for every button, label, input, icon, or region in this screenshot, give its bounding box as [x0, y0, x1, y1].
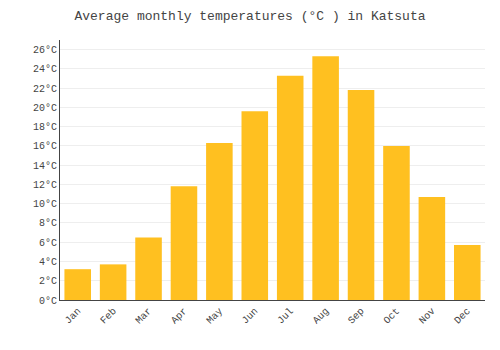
svg-text:24°C: 24°C: [33, 64, 57, 75]
svg-text:4°C: 4°C: [39, 257, 57, 268]
svg-text:Aug: Aug: [311, 306, 332, 327]
svg-text:Apr: Apr: [169, 306, 190, 327]
svg-text:18°C: 18°C: [33, 122, 57, 133]
svg-text:16°C: 16°C: [33, 141, 57, 152]
svg-text:Dec: Dec: [452, 306, 473, 327]
svg-text:0°C: 0°C: [39, 296, 57, 307]
svg-text:May: May: [205, 306, 226, 327]
svg-text:2°C: 2°C: [39, 276, 57, 287]
svg-text:Jan: Jan: [63, 306, 84, 327]
svg-text:10°C: 10°C: [33, 199, 57, 210]
svg-text:Mar: Mar: [134, 306, 155, 327]
svg-text:26°C: 26°C: [33, 45, 57, 56]
svg-text:20°C: 20°C: [33, 103, 57, 114]
svg-text:Sep: Sep: [346, 306, 367, 327]
svg-text:Average monthly temperatures (: Average monthly temperatures (°C ) in Ka…: [74, 9, 425, 24]
svg-text:Jul: Jul: [275, 306, 296, 327]
svg-text:Oct: Oct: [382, 306, 403, 327]
svg-text:Jun: Jun: [240, 306, 261, 327]
svg-text:12°C: 12°C: [33, 180, 57, 191]
svg-text:22°C: 22°C: [33, 84, 57, 95]
svg-text:14°C: 14°C: [33, 161, 57, 172]
svg-text:6°C: 6°C: [39, 238, 57, 249]
svg-text:8°C: 8°C: [39, 218, 57, 229]
svg-text:Feb: Feb: [98, 306, 119, 327]
svg-text:Nov: Nov: [417, 306, 438, 327]
